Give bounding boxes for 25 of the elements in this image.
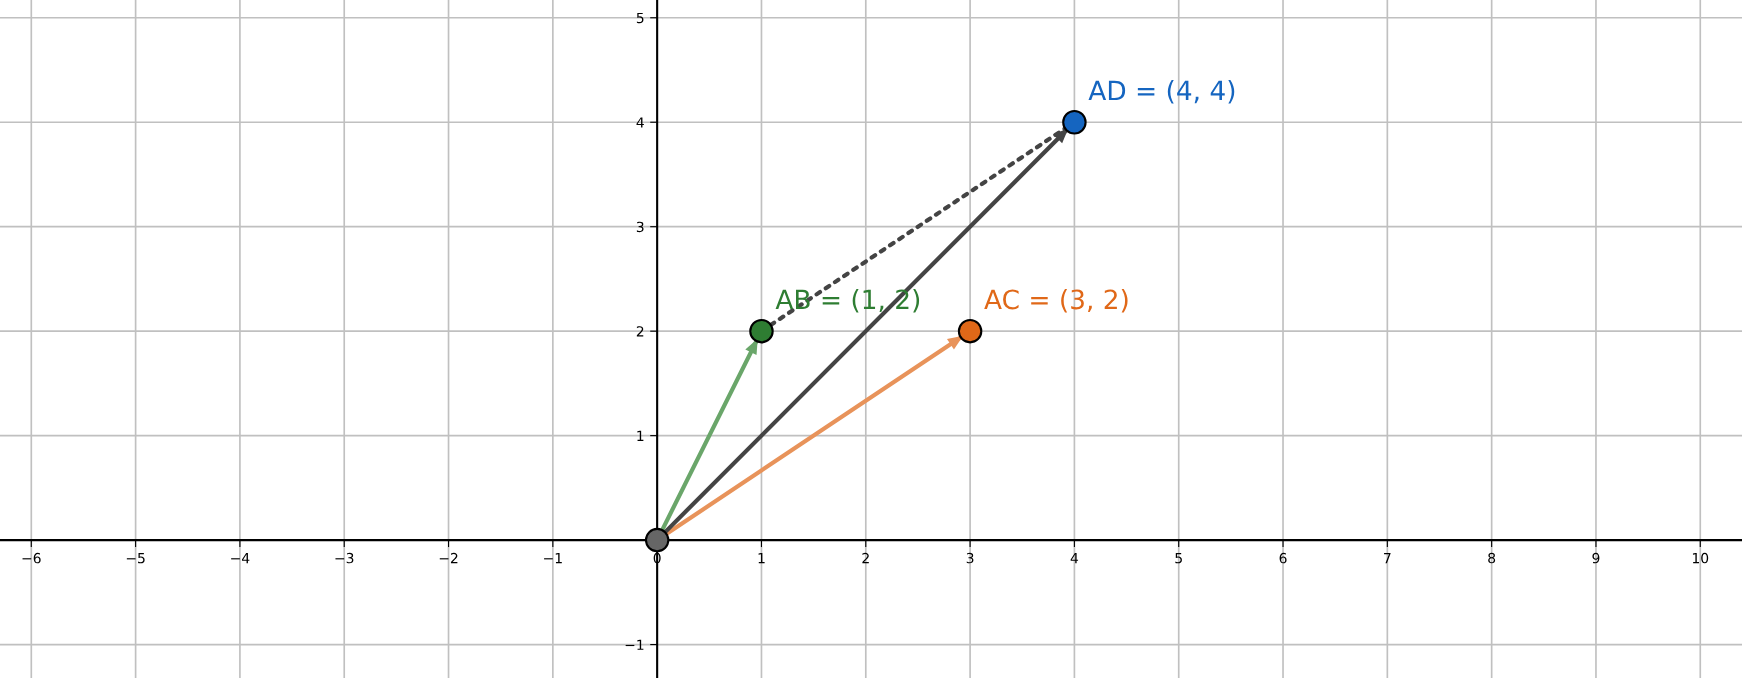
y-tick-label: 1 xyxy=(637,430,644,441)
y-tick-label: 2 xyxy=(636,326,644,337)
x-tick-label: 6 xyxy=(1279,552,1287,564)
y-tick-label: −1 xyxy=(625,639,644,650)
x-tick-label: 8 xyxy=(1488,552,1496,564)
x-tick-label: 1 xyxy=(758,553,765,564)
x-tick-label: 5 xyxy=(1175,553,1182,564)
series-label: AB = (1, 2) xyxy=(775,288,920,313)
x-tick-label: 4 xyxy=(1070,553,1079,564)
y-tick-label: 5 xyxy=(636,12,644,24)
x-tick-label: 10 xyxy=(1692,552,1709,564)
x-tick-label: −4 xyxy=(231,553,250,564)
y-tick-label: 3 xyxy=(636,221,644,233)
x-tick-label: −5 xyxy=(126,553,145,564)
x-tick-label: 3 xyxy=(966,552,974,564)
x-tick-label: 2 xyxy=(862,552,869,564)
x-tick-label: −6 xyxy=(22,552,41,564)
x-tick-label: −1 xyxy=(544,553,562,564)
x-tick-label: −3 xyxy=(335,552,354,564)
y-tick-label: 4 xyxy=(636,117,644,128)
series-label: AC = (3, 2) xyxy=(984,288,1128,313)
x-tick-label: 9 xyxy=(1592,552,1600,564)
x-tick-label: −2 xyxy=(439,552,458,564)
x-tick-label: 7 xyxy=(1384,553,1391,564)
series-label: AD = (4, 4) xyxy=(1088,80,1235,104)
